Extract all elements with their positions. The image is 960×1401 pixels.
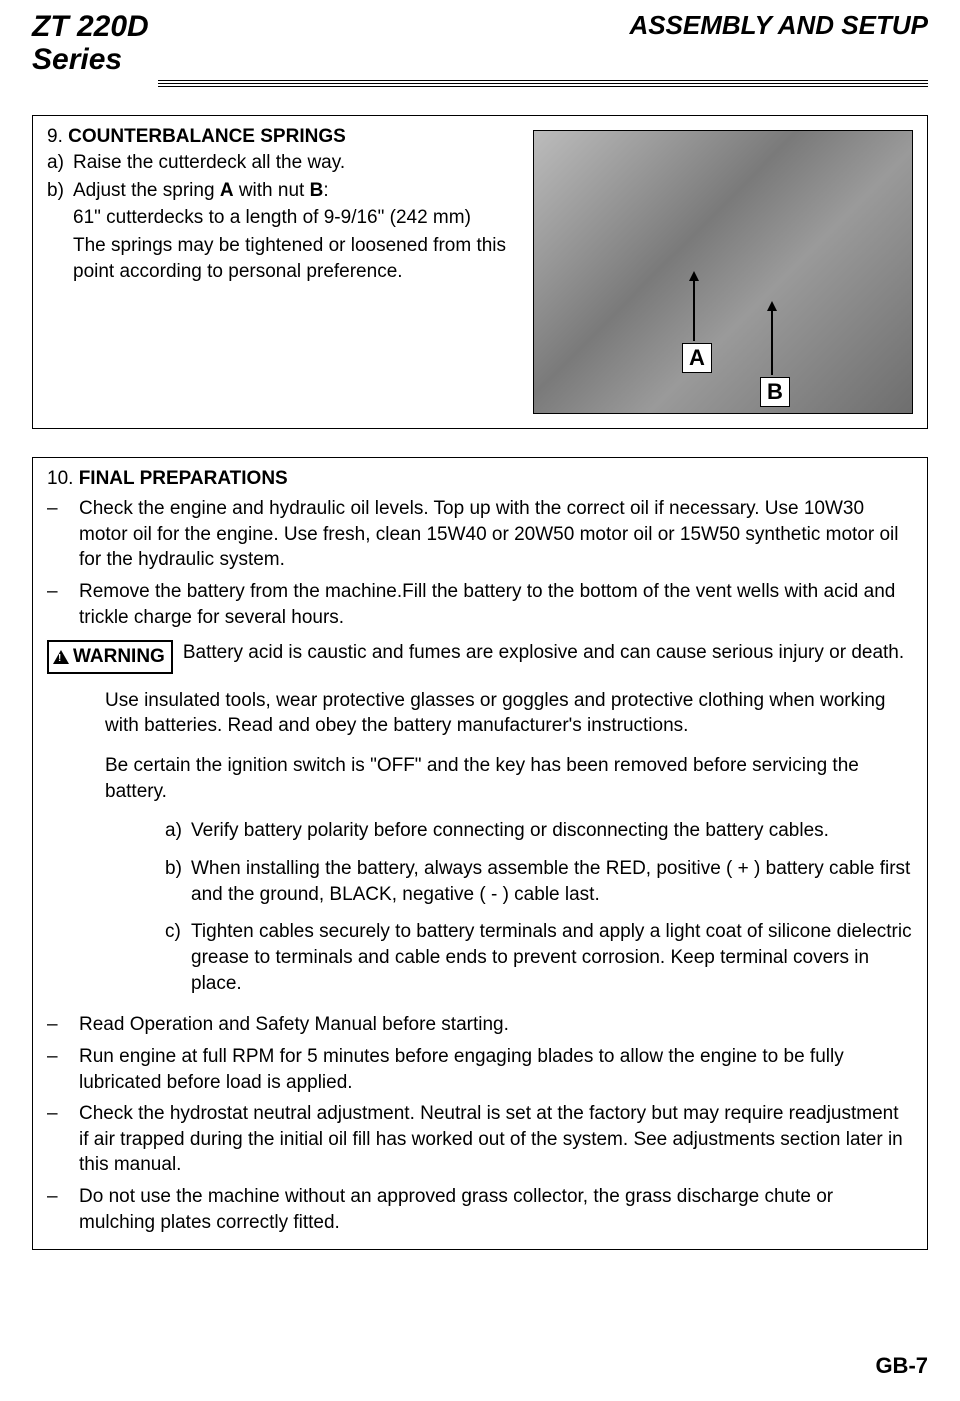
- substep-a-label: a): [165, 818, 191, 844]
- section-9-heading: 9. COUNTERBALANCE SPRINGS: [47, 126, 521, 148]
- warning-text: Battery acid is caustic and fumes are ex…: [183, 640, 904, 666]
- section-10-heading: 10. FINAL PREPARATIONS: [47, 468, 913, 490]
- step-9b-line2: 61" cutterdecks to a length of 9-9/16" (…: [47, 205, 521, 231]
- section-title-wrap: ASSEMBLY AND SETUP: [629, 10, 928, 41]
- step-9b: b) Adjust the spring A with nut B:: [47, 178, 521, 204]
- section-10-num: 10.: [47, 468, 73, 489]
- item-10-4: – Run engine at full RPM for 5 minutes b…: [47, 1044, 913, 1095]
- substep-a-text: Verify battery polarity before connectin…: [191, 818, 913, 844]
- section-10-title: FINAL PREPARATIONS: [79, 468, 288, 489]
- section-9-num: 9.: [47, 126, 63, 147]
- dash-icon: –: [47, 579, 79, 630]
- item-10-3-text: Read Operation and Safety Manual before …: [79, 1012, 913, 1038]
- step-9b-line3: The springs may be tightened or loosened…: [47, 233, 521, 284]
- item-10-1: – Check the engine and hydraulic oil lev…: [47, 496, 913, 573]
- battery-substeps: a) Verify battery polarity before connec…: [165, 818, 913, 996]
- warning-badge: WARNING: [47, 640, 173, 674]
- item-10-2: – Remove the battery from the machine.Fi…: [47, 579, 913, 630]
- item-10-1-text: Check the engine and hydraulic oil level…: [79, 496, 913, 573]
- item-10-3: – Read Operation and Safety Manual befor…: [47, 1012, 913, 1038]
- callout-arrow-a: [693, 279, 695, 341]
- step-9a: a) Raise the cutterdeck all the way.: [47, 150, 521, 176]
- dash-icon: –: [47, 1101, 79, 1178]
- step-9a-text: Raise the cutterdeck all the way.: [73, 150, 521, 176]
- item-10-6-text: Do not use the machine without an approv…: [79, 1184, 913, 1235]
- section-9-photo: A B: [533, 130, 913, 414]
- item-10-6: – Do not use the machine without an appr…: [47, 1184, 913, 1235]
- warning-para-1: Use insulated tools, wear protective gla…: [105, 688, 913, 739]
- substep-b-text: When installing the battery, always asse…: [191, 856, 913, 907]
- section-9-box: 9. COUNTERBALANCE SPRINGS a) Raise the c…: [32, 115, 928, 429]
- dash-icon: –: [47, 1044, 79, 1095]
- item-10-5-text: Check the hydrostat neutral adjustment. …: [79, 1101, 913, 1178]
- dash-icon: –: [47, 1012, 79, 1038]
- warning-triangle-icon: [53, 650, 69, 664]
- item-10-2-text: Remove the battery from the machine.Fill…: [79, 579, 913, 630]
- substep-c: c) Tighten cables securely to battery te…: [165, 919, 913, 996]
- section-9-text: 9. COUNTERBALANCE SPRINGS a) Raise the c…: [47, 126, 521, 414]
- page-content: 9. COUNTERBALANCE SPRINGS a) Raise the c…: [0, 115, 960, 1250]
- header-rule: [158, 80, 928, 87]
- step-9b-post: :: [323, 180, 328, 201]
- step-9a-label: a): [47, 150, 73, 176]
- step-9b-b: B: [310, 180, 324, 201]
- substep-b-label: b): [165, 856, 191, 907]
- substep-b: b) When installing the battery, always a…: [165, 856, 913, 907]
- section-10-box: 10. FINAL PREPARATIONS – Check the engin…: [32, 457, 928, 1250]
- series-title: ZT 220D Series: [32, 10, 149, 76]
- callout-arrow-b: [771, 309, 773, 375]
- warning-para-2: Be certain the ignition switch is "OFF" …: [105, 753, 913, 804]
- step-9b-pre: Adjust the spring: [73, 180, 220, 201]
- step-9b-label: b): [47, 178, 73, 204]
- section-title: ASSEMBLY AND SETUP: [629, 10, 928, 41]
- step-9b-text: Adjust the spring A with nut B:: [73, 178, 521, 204]
- dash-icon: –: [47, 1184, 79, 1235]
- item-10-5: – Check the hydrostat neutral adjustment…: [47, 1101, 913, 1178]
- step-9b-mid: with nut: [234, 180, 310, 201]
- section-9-title: COUNTERBALANCE SPRINGS: [68, 126, 346, 147]
- item-10-4-text: Run engine at full RPM for 5 minutes bef…: [79, 1044, 913, 1095]
- warning-label: WARNING: [73, 644, 165, 670]
- page-header: ZT 220D Series ASSEMBLY AND SETUP: [0, 0, 960, 76]
- series-line1: ZT 220D: [32, 10, 149, 43]
- substep-a: a) Verify battery polarity before connec…: [165, 818, 913, 844]
- callout-label-a: A: [682, 343, 712, 373]
- substep-c-label: c): [165, 919, 191, 996]
- series-line2: Series: [32, 43, 122, 76]
- warning-row: WARNING Battery acid is caustic and fume…: [47, 640, 913, 674]
- substep-c-text: Tighten cables securely to battery termi…: [191, 919, 913, 996]
- callout-label-b: B: [760, 377, 790, 407]
- step-9b-a: A: [220, 180, 234, 201]
- page-number: GB-7: [875, 1353, 928, 1379]
- dash-icon: –: [47, 496, 79, 573]
